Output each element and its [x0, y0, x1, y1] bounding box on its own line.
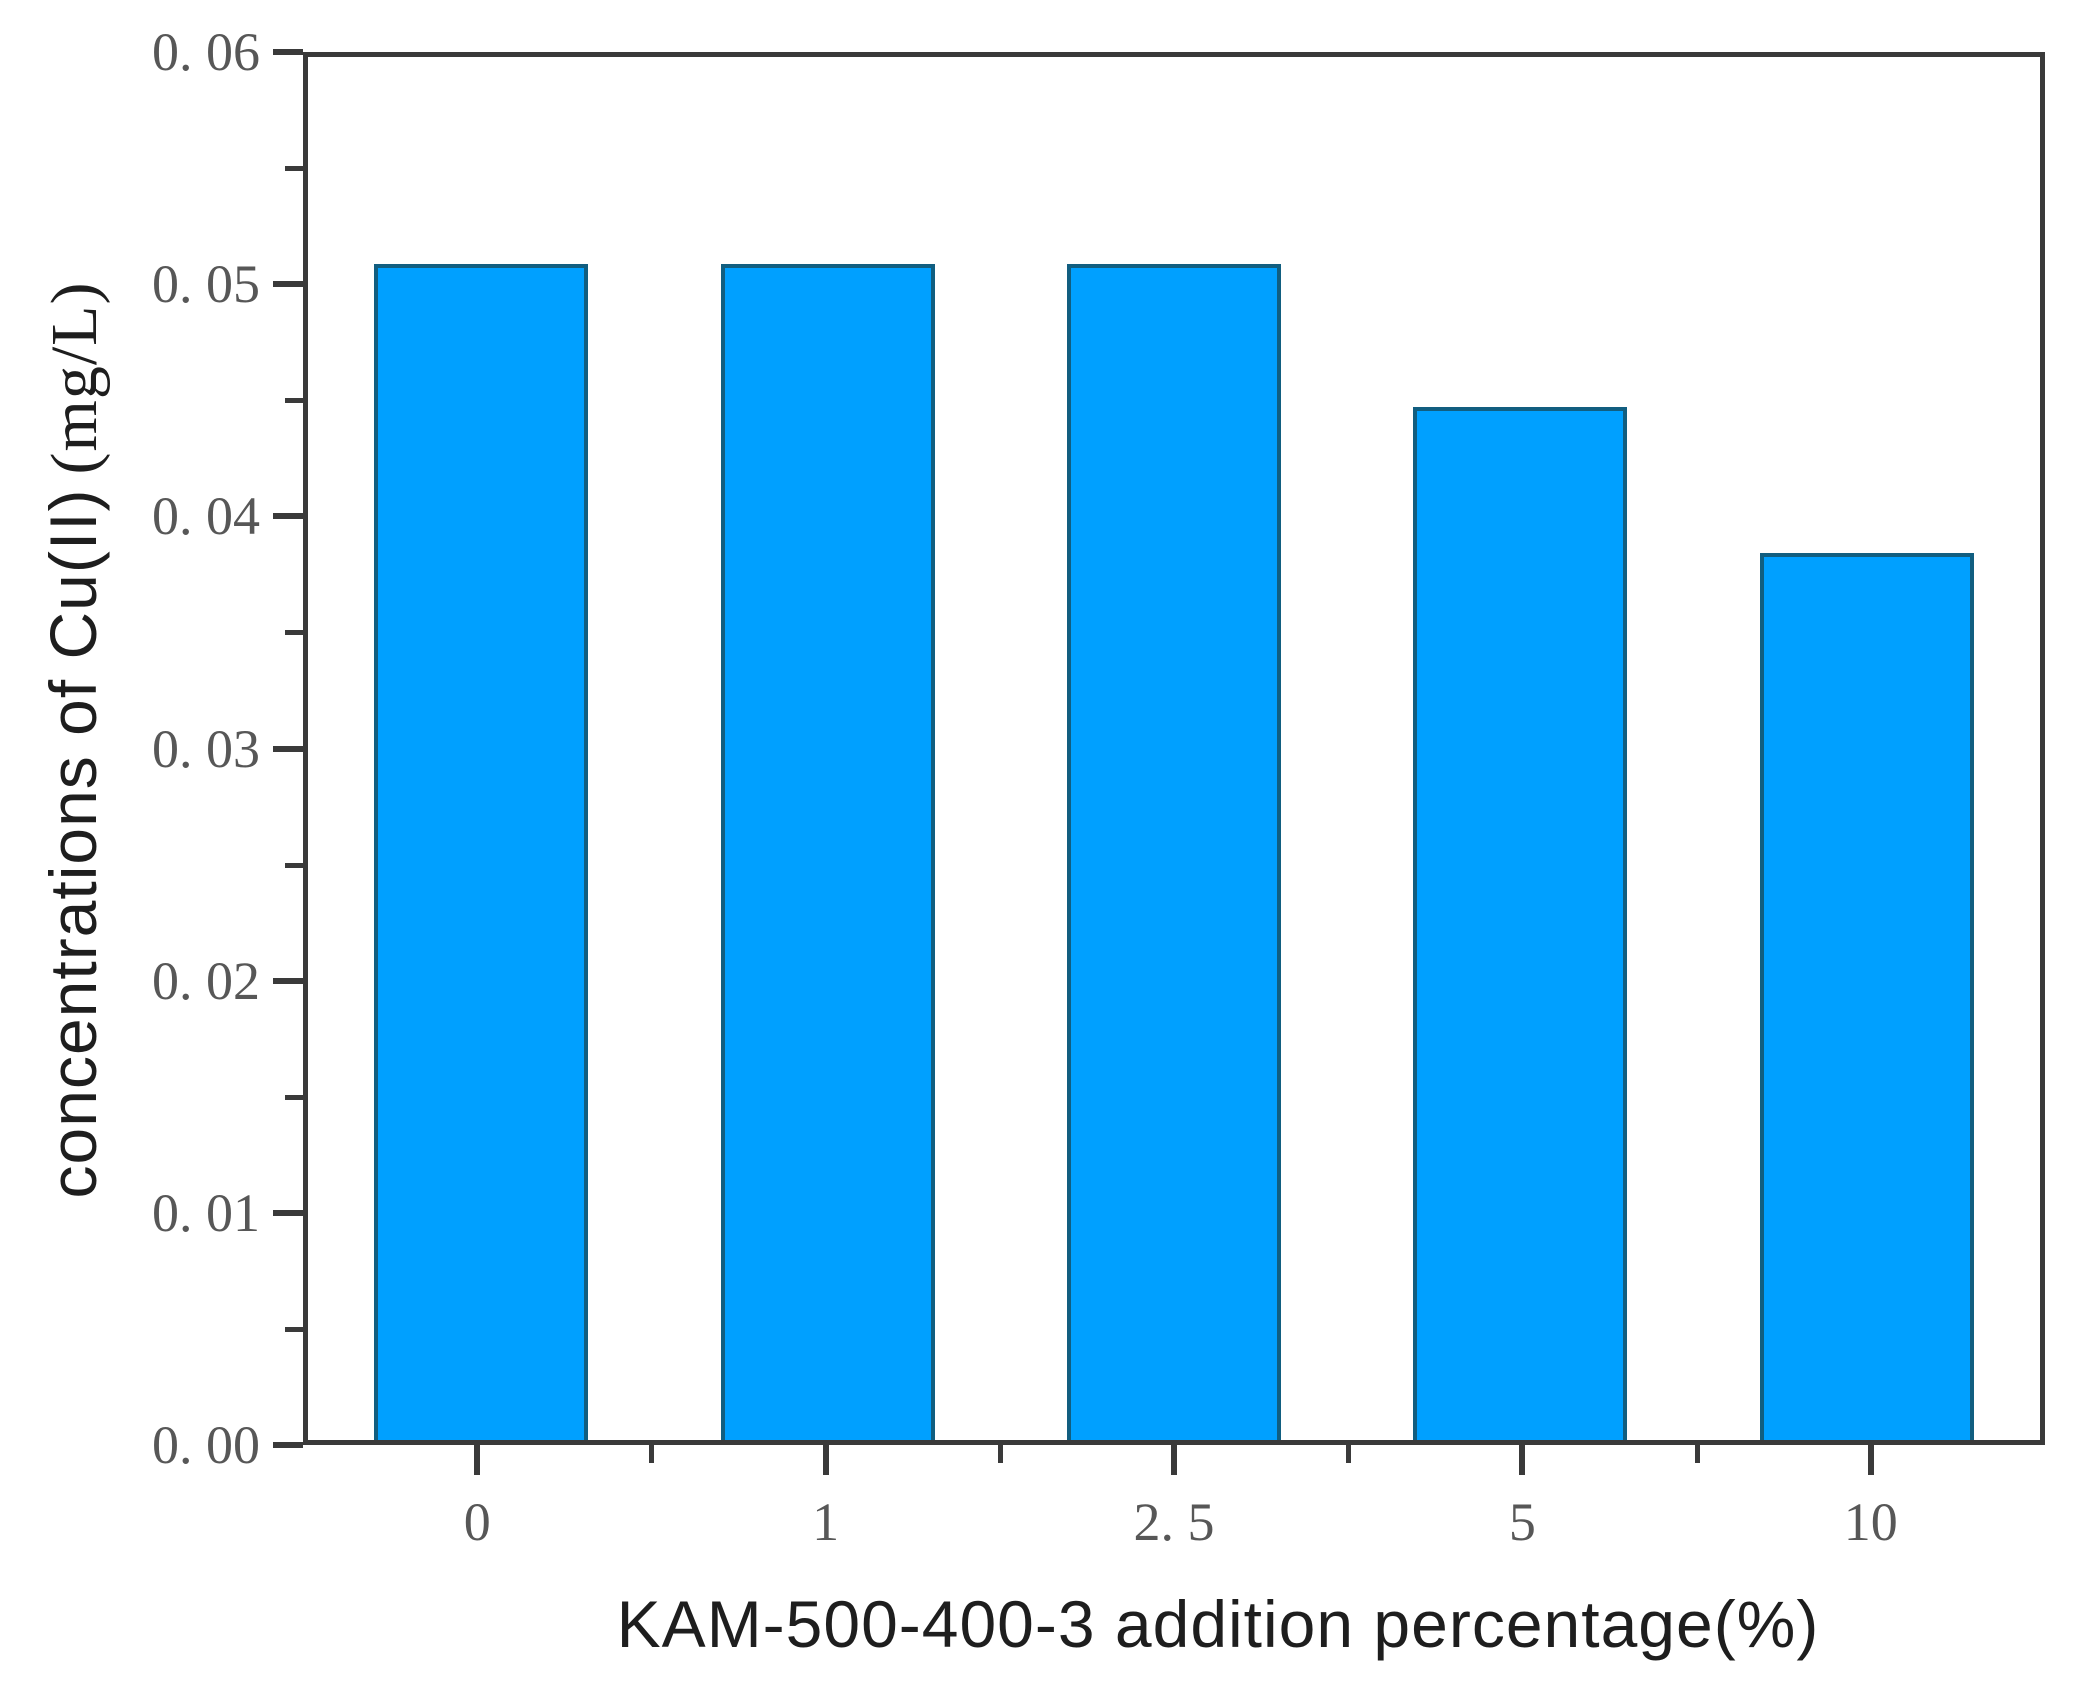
- y-tick-label: 0. 02: [152, 950, 260, 1011]
- x-major-tick: [1867, 1445, 1874, 1475]
- y-tick-label: 0. 00: [152, 1415, 260, 1475]
- x-major-tick: [1171, 1445, 1177, 1475]
- x-major-tick: [822, 1445, 829, 1475]
- y-minor-tick: [285, 166, 303, 172]
- x-minor-tick: [997, 1445, 1003, 1463]
- y-major-tick: [273, 977, 303, 984]
- x-tick-label: 0: [463, 1492, 491, 1552]
- y-axis-title-text: concentrations of Cu(II): [36, 488, 110, 1199]
- y-major-tick: [273, 281, 303, 288]
- x-minor-tick: [1346, 1445, 1352, 1463]
- y-major-tick: [273, 745, 303, 752]
- x-tick-label: 1: [812, 1492, 840, 1552]
- x-tick-label: 5: [1508, 1492, 1536, 1552]
- x-major-tick: [1519, 1445, 1526, 1475]
- bar-category-0: [374, 264, 589, 1440]
- y-major-tick: [273, 1209, 303, 1216]
- x-minor-tick: [1694, 1445, 1700, 1463]
- y-minor-tick: [285, 862, 303, 868]
- y-major-tick: [273, 513, 303, 520]
- bar-category-1: [720, 264, 935, 1440]
- x-tick-label: 10: [1843, 1492, 1898, 1552]
- y-tick-label: 0. 03: [152, 718, 260, 779]
- y-minor-tick: [285, 1094, 303, 1100]
- y-minor-tick: [285, 398, 303, 404]
- y-major-tick: [273, 1442, 303, 1448]
- bar-category-10: [1759, 552, 1974, 1440]
- x-minor-tick: [649, 1445, 655, 1463]
- y-tick-label: 0. 04: [152, 486, 260, 547]
- bar-category-5: [1413, 407, 1628, 1440]
- plot-area: [303, 52, 2045, 1445]
- x-major-tick: [474, 1445, 481, 1475]
- x-tick-label: 2. 5: [1133, 1492, 1215, 1552]
- y-major-tick: [273, 49, 303, 55]
- y-tick-label: 0. 06: [152, 22, 260, 82]
- y-minor-tick: [285, 1326, 303, 1332]
- bar-category-2.5: [1067, 264, 1281, 1440]
- y-minor-tick: [285, 630, 303, 636]
- y-tick-label: 0. 01: [152, 1182, 260, 1243]
- x-axis-title: KAM-500-400-3 addition percentage(%): [616, 1587, 1820, 1661]
- y-tick-label: 0. 05: [152, 254, 260, 315]
